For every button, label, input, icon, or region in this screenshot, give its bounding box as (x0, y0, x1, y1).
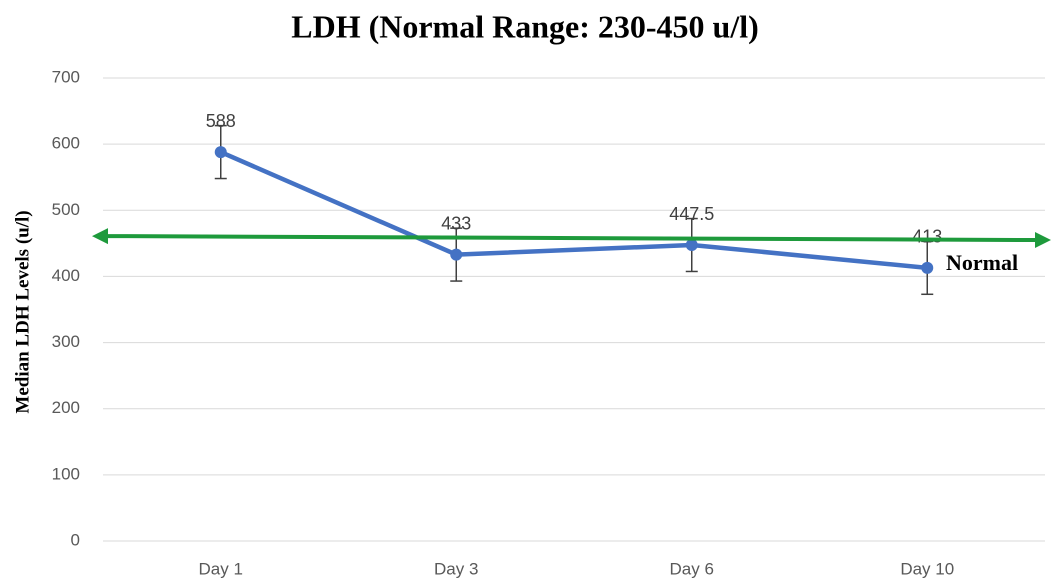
data-label: 413 (912, 227, 942, 247)
y-tick-label: 100 (52, 464, 80, 483)
y-tick-label: 500 (52, 200, 80, 219)
y-tick-label: 0 (71, 530, 80, 549)
arrow-head (92, 228, 108, 245)
y-tick-label: 700 (52, 67, 80, 86)
data-label: 447.5 (669, 204, 714, 224)
y-axis-label: Median LDH Levels (u/l) (12, 210, 33, 413)
data-label: 433 (441, 213, 471, 233)
y-tick-label: 400 (52, 266, 80, 285)
data-point (450, 248, 463, 261)
data-point (685, 239, 698, 252)
x-tick-label: Day 6 (670, 559, 714, 578)
y-tick-label: 200 (52, 398, 80, 417)
arrow-head (1035, 232, 1051, 249)
chart-title: LDH (Normal Range: 230-450 u/l) (291, 8, 759, 44)
data-point (921, 261, 934, 274)
line-series (219, 150, 928, 271)
normal-label: Normal (946, 250, 1018, 275)
data-point (214, 146, 227, 159)
y-tick-label: 300 (52, 332, 80, 351)
x-tick-label: Day 10 (900, 559, 954, 578)
x-tick-label: Day 3 (434, 559, 478, 578)
normal-line (105, 234, 1038, 243)
x-tick-label: Day 1 (199, 559, 243, 578)
y-tick-label: 600 (52, 134, 80, 153)
data-label: 588 (206, 111, 236, 131)
